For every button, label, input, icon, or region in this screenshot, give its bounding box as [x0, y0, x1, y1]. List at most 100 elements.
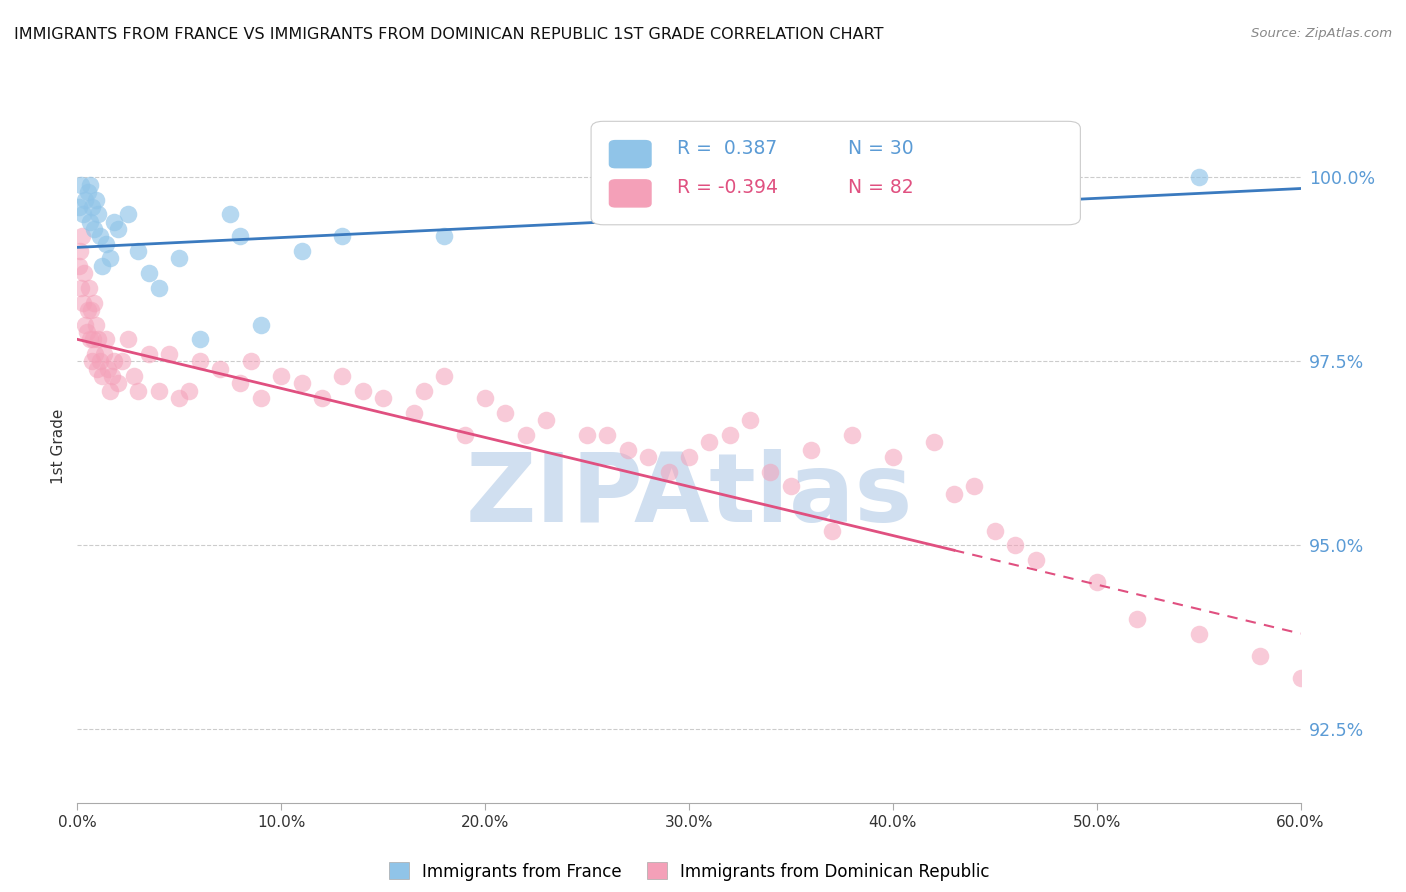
Point: [89, 354, 111, 368]
Point: [821, 524, 844, 538]
Point: [138, 347, 160, 361]
Point: [138, 266, 160, 280]
FancyBboxPatch shape: [609, 141, 651, 168]
Point: [678, 450, 700, 464]
Point: [76, 302, 98, 317]
Point: [882, 450, 904, 464]
Point: [76, 325, 98, 339]
Point: [75, 318, 97, 332]
Point: [98, 252, 121, 266]
Point: [79, 178, 101, 192]
Point: [352, 384, 374, 398]
Point: [80, 200, 103, 214]
Point: [148, 384, 170, 398]
Point: [107, 376, 129, 391]
Point: [169, 391, 191, 405]
Point: [128, 384, 150, 398]
Point: [72, 229, 94, 244]
Point: [67, 200, 90, 214]
Text: N = 30: N = 30: [848, 139, 914, 158]
Text: R =  0.387: R = 0.387: [676, 139, 778, 158]
Point: [433, 229, 456, 244]
Point: [209, 361, 232, 376]
Point: [188, 354, 211, 368]
Point: [117, 207, 139, 221]
Point: [97, 361, 120, 376]
Point: [79, 332, 101, 346]
Point: [80, 354, 103, 368]
Point: [402, 406, 425, 420]
Point: [86, 361, 108, 376]
Point: [1025, 553, 1047, 567]
Point: [413, 384, 436, 398]
Text: IMMIGRANTS FROM FRANCE VS IMMIGRANTS FROM DOMINICAN REPUBLIC 1ST GRADE CORRELATI: IMMIGRANTS FROM FRANCE VS IMMIGRANTS FRO…: [14, 27, 883, 42]
Point: [1188, 626, 1211, 640]
Point: [1085, 575, 1108, 590]
Point: [107, 222, 129, 236]
Point: [83, 347, 105, 361]
Point: [72, 207, 94, 221]
Point: [433, 369, 456, 384]
Point: [658, 465, 681, 479]
Point: [72, 295, 94, 310]
Point: [291, 376, 314, 391]
Point: [98, 384, 121, 398]
Point: [93, 347, 115, 361]
Point: [73, 266, 96, 280]
Point: [84, 318, 107, 332]
Point: [250, 318, 273, 332]
Point: [188, 332, 211, 346]
Point: [83, 295, 105, 310]
FancyBboxPatch shape: [609, 180, 651, 207]
Point: [229, 229, 252, 244]
Point: [94, 236, 117, 251]
Point: [87, 207, 110, 221]
Point: [495, 406, 517, 420]
Point: [515, 428, 537, 442]
Point: [800, 442, 823, 457]
Point: [780, 479, 803, 493]
Point: [759, 465, 782, 479]
Point: [84, 193, 107, 207]
Point: [75, 193, 97, 207]
Point: [576, 428, 599, 442]
Point: [637, 450, 659, 464]
Point: [94, 332, 117, 346]
Point: [250, 391, 273, 405]
Point: [1126, 612, 1149, 626]
Text: N = 82: N = 82: [848, 178, 914, 197]
Text: Source: ZipAtlas.com: Source: ZipAtlas.com: [1251, 27, 1392, 40]
Text: R = -0.394: R = -0.394: [676, 178, 778, 197]
Point: [111, 354, 134, 368]
Point: [103, 214, 125, 228]
Point: [67, 259, 90, 273]
Point: [536, 413, 558, 427]
Point: [332, 229, 354, 244]
Point: [117, 332, 139, 346]
Point: [87, 332, 110, 346]
Point: [1249, 648, 1271, 663]
Point: [169, 252, 191, 266]
Point: [70, 281, 93, 295]
Point: [740, 413, 762, 427]
Y-axis label: 1st Grade: 1st Grade: [51, 409, 66, 483]
Point: [77, 281, 100, 295]
Point: [718, 428, 741, 442]
Point: [841, 428, 863, 442]
Point: [1289, 671, 1312, 685]
Point: [148, 281, 170, 295]
Point: [943, 487, 966, 501]
Point: [103, 354, 125, 368]
Point: [128, 244, 150, 258]
Point: [474, 391, 496, 405]
Point: [79, 214, 101, 228]
Point: [70, 178, 93, 192]
Point: [89, 229, 111, 244]
Point: [454, 428, 477, 442]
Text: ZIPAtlas: ZIPAtlas: [465, 450, 912, 542]
Point: [101, 369, 124, 384]
Point: [270, 369, 292, 384]
Point: [90, 369, 112, 384]
Point: [69, 244, 91, 258]
Point: [239, 354, 262, 368]
